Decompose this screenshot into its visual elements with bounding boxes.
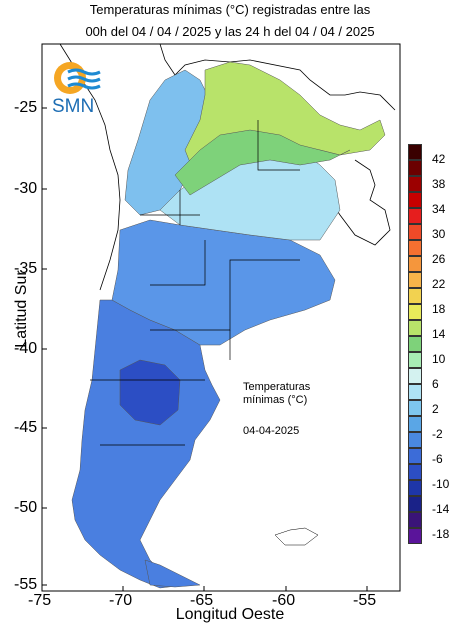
legend-swatch: [408, 240, 422, 256]
legend-swatch: [408, 368, 422, 384]
legend-swatch: [408, 144, 422, 160]
y-tick-label: -40: [14, 340, 38, 357]
legend-swatch: [408, 160, 422, 176]
x-tick-label: -55: [353, 592, 377, 609]
legend-label: -14: [432, 502, 450, 516]
y-tick-label: -50: [14, 499, 38, 516]
legend-label: -10: [432, 477, 450, 491]
y-axis-title: Latitud Sur: [13, 270, 30, 348]
y-tick-label: -55: [14, 576, 38, 593]
legend-swatch: [408, 208, 422, 224]
legend-swatch: [408, 432, 422, 448]
legend-label: 38: [432, 177, 446, 191]
legend-swatch: [408, 224, 422, 240]
legend-swatch: [408, 304, 422, 320]
x-tick-label: -65: [190, 592, 214, 609]
legend-swatch: [408, 256, 422, 272]
region-green-band: [174, 129, 351, 196]
legend-label: 26: [432, 252, 446, 266]
province-borders: [90, 120, 300, 446]
y-ticks: [42, 107, 47, 586]
legend-swatch: [408, 272, 422, 288]
legend-label: 6: [432, 377, 439, 391]
map-title-line2: 00h del 04 / 04 / 2025 y las 24 h del 04…: [85, 24, 375, 39]
legend-swatch: [408, 448, 422, 464]
y-tick-label: -45: [14, 419, 38, 436]
legend-swatch: [408, 288, 422, 304]
legend-swatch: [408, 512, 422, 528]
x-tick-label: -70: [109, 592, 133, 609]
legend-label: 30: [432, 227, 446, 241]
legend-label: 34: [432, 202, 446, 216]
legend-label: 2: [432, 402, 439, 416]
legend-swatch: [408, 336, 422, 352]
x-axis-title: Longitud Oeste: [175, 606, 285, 623]
legend-swatch: [408, 320, 422, 336]
region-south: [71, 299, 221, 589]
note-line2: mínimas (°C): [243, 394, 308, 406]
legend-label: 14: [432, 327, 446, 341]
legend-label: -18: [432, 527, 450, 541]
y-tick-label: -35: [14, 260, 38, 277]
legend-swatch: [408, 480, 422, 496]
legend-label: 22: [432, 277, 446, 291]
x-ticks: [41, 586, 368, 591]
y-tick-label: -30: [14, 180, 38, 197]
legend-swatch: [408, 496, 422, 512]
legend-swatch: [408, 192, 422, 208]
region-tierra-del-fuego: [144, 559, 201, 588]
legend-swatch: [408, 352, 422, 368]
x-tick-label: -75: [28, 592, 52, 609]
region-cold-core: [119, 359, 181, 426]
map-title-line1: Temperaturas mínimas (°C) registradas en…: [89, 2, 371, 17]
region-islands: [274, 527, 319, 546]
legend-label: 18: [432, 302, 446, 316]
note-date: 04-04-2025: [243, 425, 300, 437]
note-line1: Temperaturas: [243, 381, 311, 393]
x-tick-label: -60: [272, 592, 296, 609]
legend-swatch: [408, 400, 422, 416]
legend-swatch: [408, 416, 422, 432]
smn-logo-text: SMN: [52, 96, 95, 117]
legend-label: 10: [432, 352, 446, 366]
legend-label: 42: [432, 152, 446, 166]
legend-swatch: [408, 528, 422, 544]
y-tick-label: -25: [14, 99, 38, 116]
legend-label: -6: [432, 452, 443, 466]
legend-swatch: [408, 176, 422, 192]
legend-label: -2: [432, 427, 443, 441]
legend-swatch: [408, 464, 422, 480]
legend-swatch: [408, 384, 422, 400]
smn-logo: [50, 58, 110, 124]
